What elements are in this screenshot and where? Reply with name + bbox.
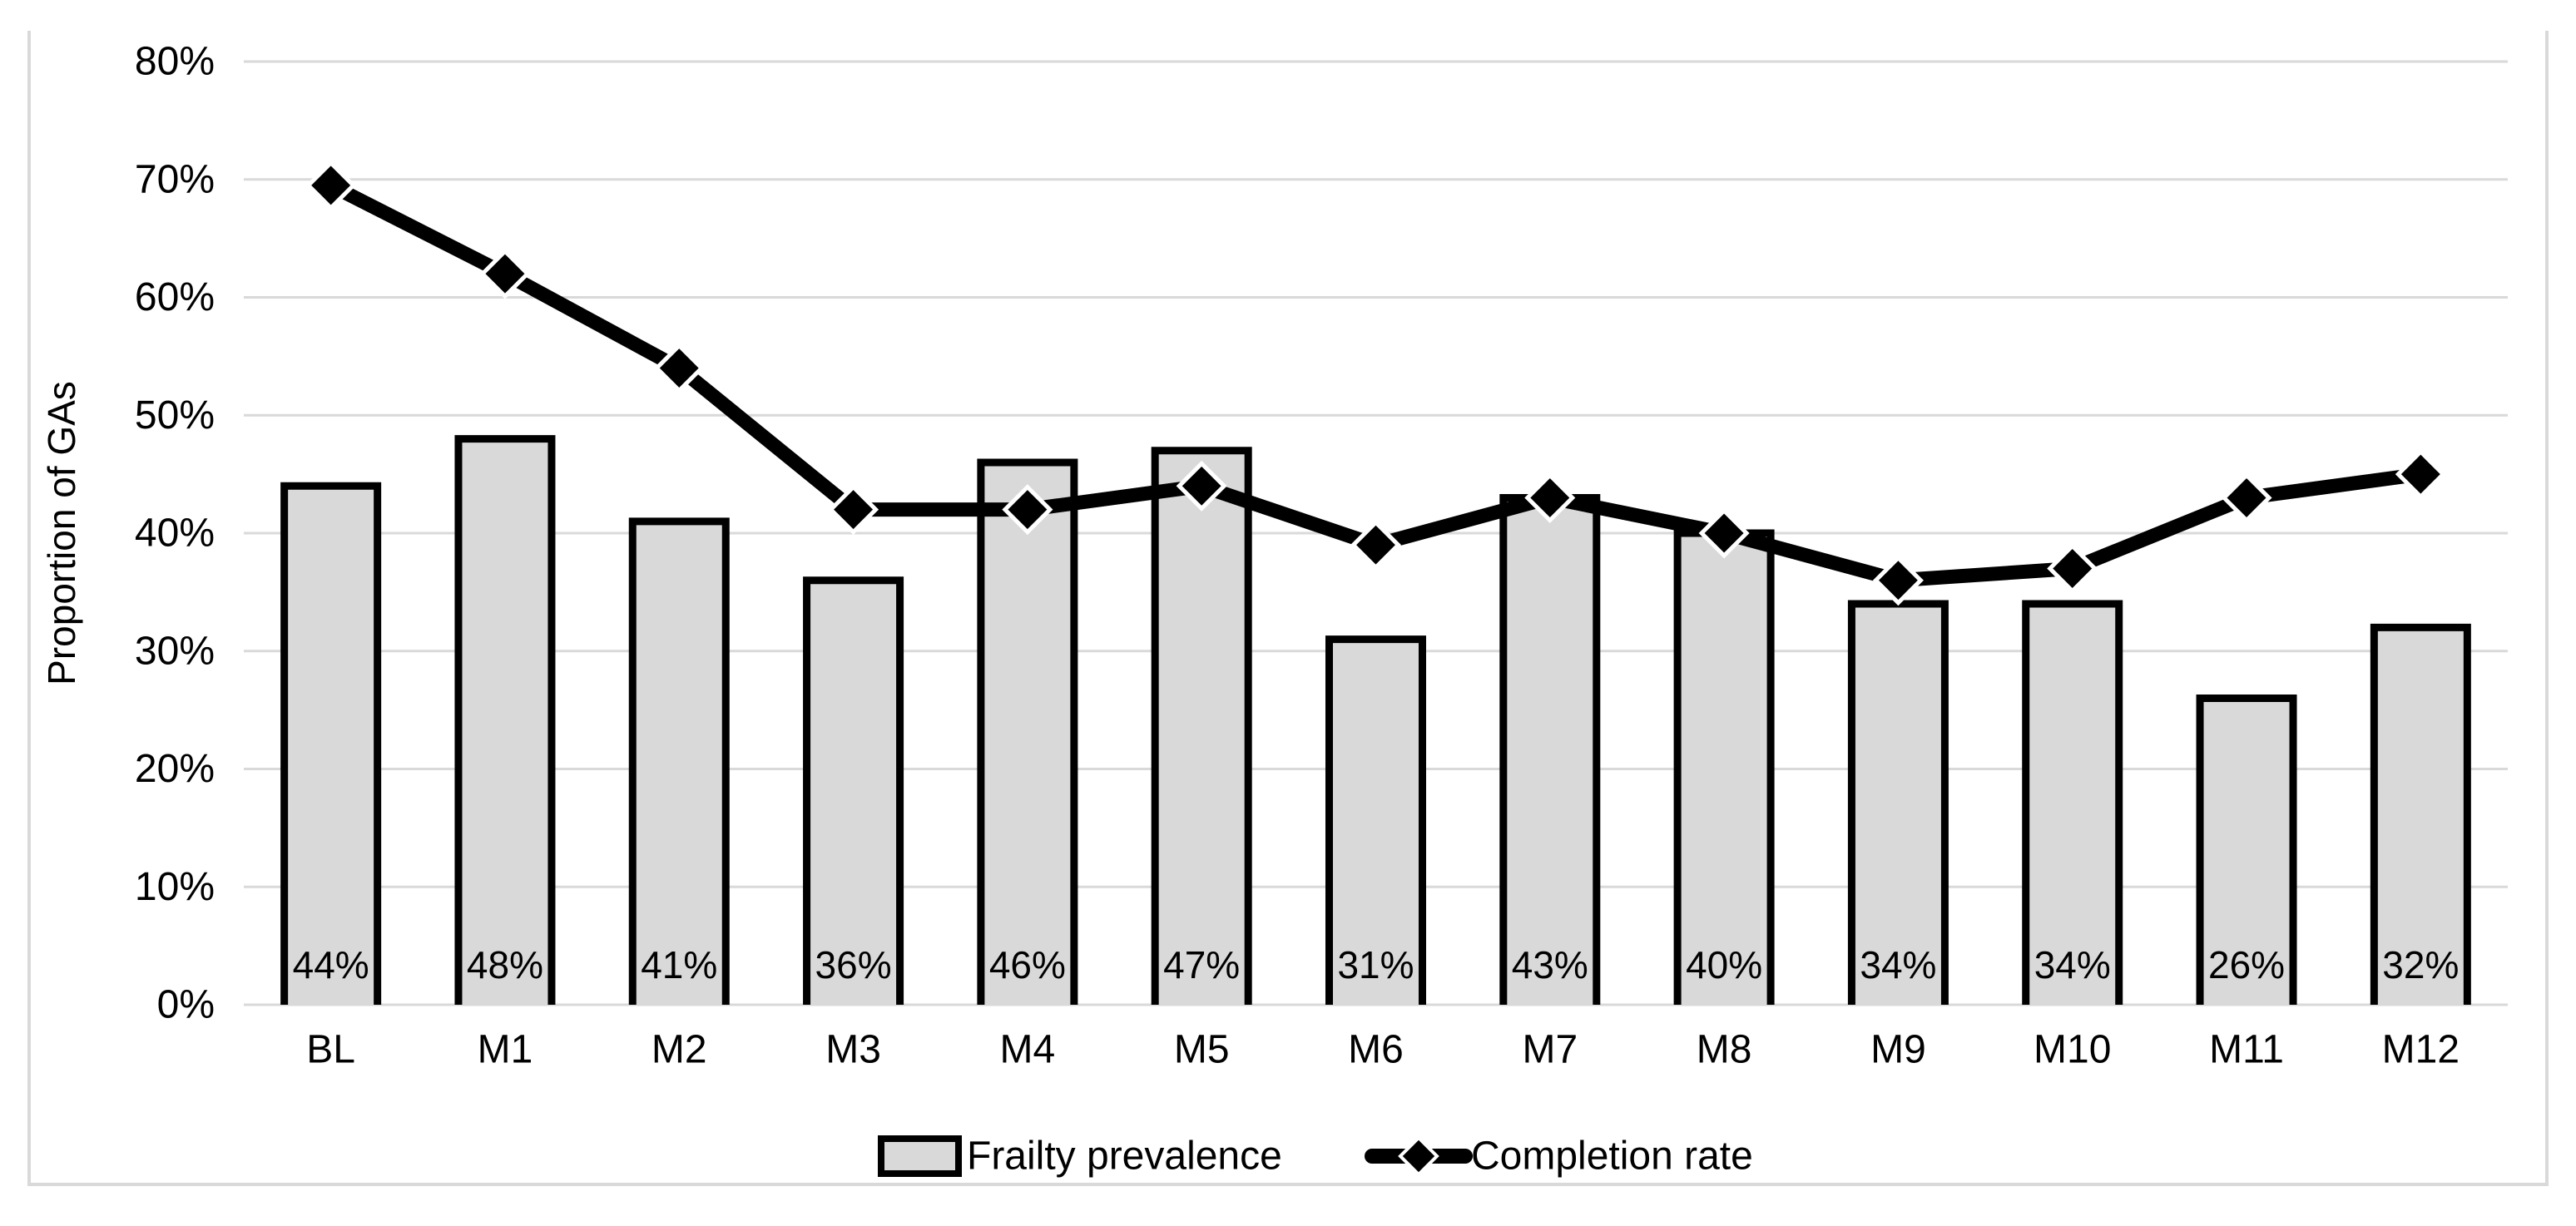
x-tick-label-M11: M11	[2209, 1028, 2284, 1072]
bar-series: 44% BL 48% M1 41% M2 36% M3 46% M4 47% M5 31% M6 43% M7…	[280, 435, 2471, 1072]
bar-label-M11: 26%	[2208, 943, 2285, 986]
y-tick-label-80%: 80%	[135, 40, 215, 84]
legend-label-completion-rate: Completion rate	[1471, 1135, 1753, 1179]
bar-M1	[458, 438, 552, 1005]
bar-border-M5	[1151, 447, 1252, 1005]
bar-label-M7: 43%	[1512, 943, 1588, 986]
diamond-marker-M1	[479, 248, 531, 299]
bar-M3	[806, 580, 900, 1005]
bar-M7	[1503, 497, 1597, 1005]
diamond-marker-M4	[1002, 484, 1053, 536]
y-axis-tick-labels: 0% 10% 20% 30% 40% 50% 60% 70% 80%	[135, 40, 215, 1027]
bar-M9	[1851, 604, 1945, 1005]
bar-border-BL	[280, 482, 382, 1005]
bar-M8	[1677, 533, 1771, 1005]
bar-label-M3: 36%	[815, 943, 892, 986]
x-tick-label-M6: M6	[1348, 1028, 1404, 1072]
bar-label-M10: 34%	[2034, 943, 2111, 986]
x-tick-label-M5: M5	[1174, 1028, 1230, 1072]
bar-border-M12	[2370, 623, 2471, 1005]
legend-bar-swatch-icon	[878, 1135, 962, 1177]
bar-border-M6	[1325, 635, 1426, 1005]
x-tick-label-M7: M7	[1522, 1028, 1578, 1072]
x-tick-label-M1: M1	[478, 1028, 533, 1072]
legend: Frailty prevalence Completion rate	[878, 1135, 1753, 1179]
bar-M10	[2025, 604, 2119, 1005]
x-tick-label-M10: M10	[2034, 1028, 2111, 1072]
bar-label-M6: 31%	[1337, 943, 1414, 986]
bar-label-M2: 41%	[641, 943, 717, 986]
y-tick-label-60%: 60%	[135, 275, 215, 319]
figure-frame	[27, 31, 2549, 1186]
diamond-marker-M2	[653, 343, 705, 394]
diamond-marker-BL	[305, 160, 357, 211]
x-tick-label-M12: M12	[2382, 1028, 2460, 1072]
legend-diamond-marker-icon	[1398, 1135, 1439, 1177]
y-tick-label-50%: 50%	[135, 393, 215, 438]
diamond-marker-M3	[828, 484, 879, 536]
y-tick-label-20%: 20%	[135, 747, 215, 791]
diamond-marker-M7	[1524, 472, 1576, 524]
bar-M6	[1329, 639, 1423, 1005]
y-axis-title: Proportion of GAs	[40, 381, 83, 685]
bar-M2	[632, 521, 726, 1005]
bar-border-M1	[454, 435, 556, 1005]
bar-label-M5: 47%	[1163, 943, 1240, 986]
bar-M11	[2200, 698, 2294, 1005]
x-tick-label-M8: M8	[1697, 1028, 1752, 1072]
bar-border-M11	[2196, 694, 2297, 1005]
diamond-marker-M9	[1872, 555, 1924, 606]
bar-border-M4	[977, 458, 1078, 1005]
bar-border-M2	[628, 517, 730, 1005]
bar-label-M8: 40%	[1686, 943, 1762, 986]
x-tick-label-M4: M4	[1000, 1028, 1056, 1072]
diamond-marker-M8	[1698, 507, 1750, 559]
diamond-marker-M10	[2047, 542, 2098, 595]
diamond-marker-M12	[2395, 448, 2446, 500]
bar-label-M12: 32%	[2382, 943, 2459, 986]
x-tick-label-M9: M9	[1870, 1028, 1926, 1072]
diamond-marker-M11	[2221, 472, 2272, 524]
x-tick-label-M3: M3	[825, 1028, 881, 1072]
y-tick-label-0%: 0%	[157, 983, 215, 1027]
bar-label-M1: 48%	[467, 943, 543, 986]
completion-rate-markers	[305, 160, 2446, 606]
x-tick-label-BL: BL	[306, 1028, 355, 1072]
legend-label-frailty-prevalence: Frailty prevalence	[967, 1135, 1282, 1179]
x-tick-label-M2: M2	[651, 1028, 707, 1072]
bar-M12	[2374, 627, 2468, 1005]
y-tick-label-30%: 30%	[135, 629, 215, 673]
bar-label-M4: 46%	[989, 943, 1066, 986]
diamond-marker-M6	[1350, 519, 1402, 571]
bar-label-M9: 34%	[1860, 943, 1936, 986]
y-tick-label-70%: 70%	[135, 157, 215, 201]
y-tick-label-10%: 10%	[135, 865, 215, 909]
bar-M5	[1155, 450, 1249, 1005]
diamond-marker-M5	[1176, 460, 1227, 512]
bar-border-M3	[803, 576, 904, 1005]
bar-border-M10	[2022, 600, 2123, 1005]
y-tick-label-40%: 40%	[135, 512, 215, 556]
bar-label-BL: 44%	[293, 943, 369, 986]
bar-M4	[980, 462, 1074, 1005]
bar-BL	[284, 486, 378, 1005]
